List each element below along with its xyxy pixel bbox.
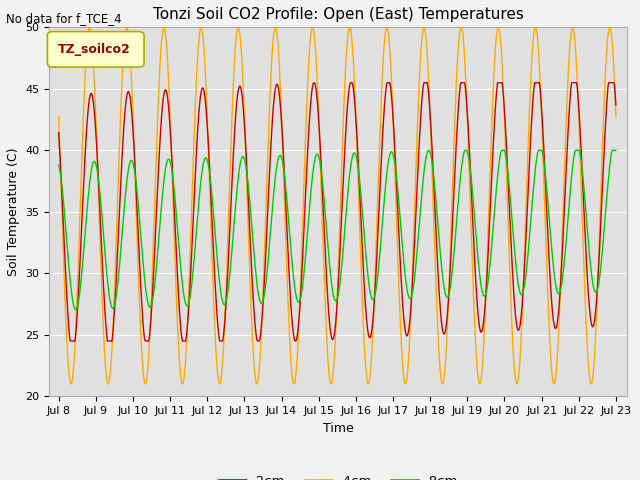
- Text: TZ_soilco2: TZ_soilco2: [58, 43, 131, 56]
- Y-axis label: Soil Temperature (C): Soil Temperature (C): [7, 147, 20, 276]
- Text: No data for f_TCE_4: No data for f_TCE_4: [6, 12, 122, 25]
- Title: Tonzi Soil CO2 Profile: Open (East) Temperatures: Tonzi Soil CO2 Profile: Open (East) Temp…: [153, 7, 524, 22]
- Legend: -2cm, -4cm, -8cm: -2cm, -4cm, -8cm: [214, 469, 463, 480]
- X-axis label: Time: Time: [323, 421, 353, 435]
